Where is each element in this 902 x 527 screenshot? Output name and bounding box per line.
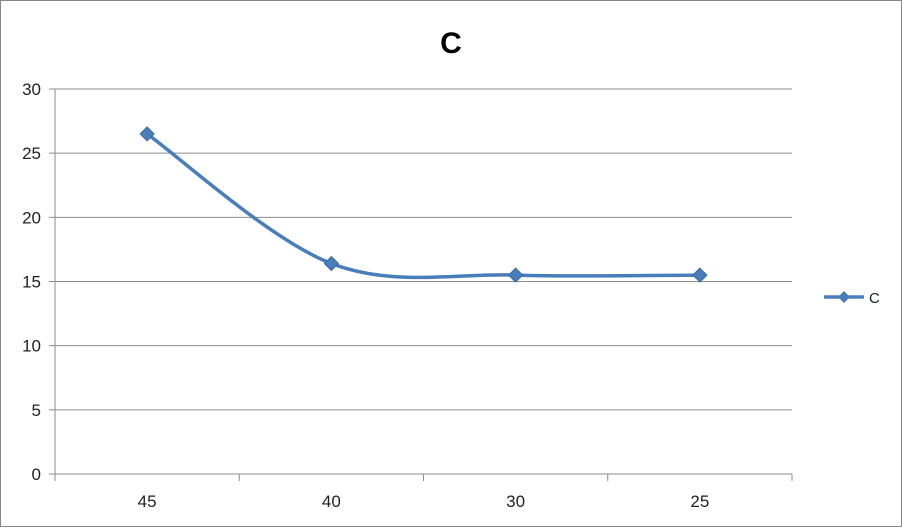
legend-marker	[838, 291, 850, 303]
data-point-45	[139, 126, 155, 142]
y-tick-label: 5	[32, 401, 41, 420]
legend: C	[824, 290, 880, 307]
y-tick-label: 0	[32, 465, 41, 484]
data-point-40	[323, 255, 340, 272]
chart-title: C	[440, 27, 462, 60]
data-point-25	[692, 267, 708, 283]
y-tick-label: 30	[22, 80, 41, 99]
data-point-30	[507, 267, 524, 283]
y-tick-label: 10	[22, 337, 41, 356]
x-tick-label: 30	[506, 492, 525, 511]
axes: 0 5 10 15 20 25 30 45 40 30 25	[22, 80, 793, 511]
y-tick-label: 15	[22, 273, 41, 292]
x-tick-label: 45	[138, 492, 157, 511]
gridlines	[55, 88, 792, 411]
series-layer	[139, 126, 708, 283]
series-line-C	[146, 132, 700, 280]
y-tick-label: 25	[22, 144, 41, 163]
x-tick-label: 40	[322, 492, 341, 511]
x-tick-label: 25	[690, 492, 709, 511]
legend-label: C	[869, 290, 880, 307]
y-tick-label: 20	[22, 208, 41, 227]
